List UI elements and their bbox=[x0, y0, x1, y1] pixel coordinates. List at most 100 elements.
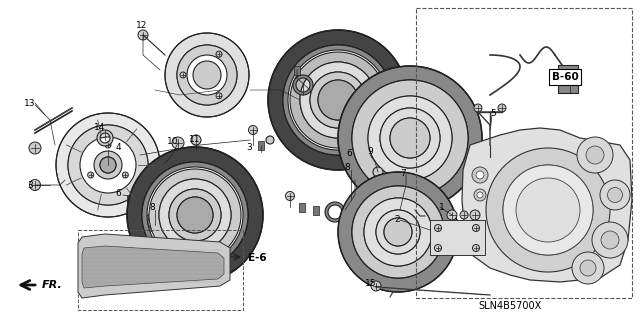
Text: 7: 7 bbox=[400, 168, 406, 177]
Bar bbox=[127, 195, 134, 205]
Circle shape bbox=[100, 157, 116, 173]
Circle shape bbox=[248, 125, 257, 135]
Circle shape bbox=[435, 225, 442, 232]
Text: 2: 2 bbox=[394, 216, 400, 225]
Circle shape bbox=[266, 136, 274, 144]
Circle shape bbox=[318, 80, 358, 120]
Circle shape bbox=[474, 104, 482, 112]
Text: E-6: E-6 bbox=[248, 253, 267, 263]
Bar bbox=[258, 140, 264, 150]
Wedge shape bbox=[283, 45, 393, 155]
Wedge shape bbox=[310, 72, 366, 128]
Circle shape bbox=[601, 231, 619, 249]
Circle shape bbox=[435, 244, 442, 251]
Wedge shape bbox=[503, 165, 593, 255]
Circle shape bbox=[477, 192, 483, 198]
Wedge shape bbox=[380, 108, 440, 168]
Wedge shape bbox=[364, 198, 432, 266]
Text: 13: 13 bbox=[24, 99, 36, 108]
Circle shape bbox=[472, 167, 488, 183]
Text: 8: 8 bbox=[149, 203, 155, 211]
Polygon shape bbox=[462, 128, 632, 282]
Circle shape bbox=[476, 171, 484, 179]
Bar bbox=[136, 205, 143, 215]
Text: 6: 6 bbox=[115, 189, 121, 198]
Circle shape bbox=[470, 210, 480, 220]
Circle shape bbox=[586, 146, 604, 164]
Circle shape bbox=[600, 180, 630, 210]
Circle shape bbox=[572, 252, 604, 284]
Circle shape bbox=[371, 281, 381, 291]
Circle shape bbox=[447, 210, 457, 220]
Wedge shape bbox=[177, 45, 237, 105]
Bar bbox=[430, 220, 485, 255]
Wedge shape bbox=[338, 66, 482, 210]
Wedge shape bbox=[149, 169, 241, 261]
Text: B-60: B-60 bbox=[552, 72, 579, 82]
Text: 8: 8 bbox=[344, 164, 350, 173]
Circle shape bbox=[29, 142, 41, 154]
Circle shape bbox=[105, 142, 111, 148]
Circle shape bbox=[29, 180, 40, 190]
Wedge shape bbox=[169, 189, 221, 241]
Text: 9: 9 bbox=[367, 147, 373, 157]
Text: 6: 6 bbox=[346, 149, 352, 158]
Circle shape bbox=[384, 218, 412, 246]
Wedge shape bbox=[94, 151, 122, 179]
Bar bbox=[299, 203, 305, 211]
Wedge shape bbox=[338, 172, 458, 292]
Wedge shape bbox=[349, 199, 371, 221]
Text: 5: 5 bbox=[490, 108, 496, 117]
Polygon shape bbox=[78, 234, 230, 298]
Wedge shape bbox=[145, 212, 165, 232]
Text: 12: 12 bbox=[136, 21, 148, 31]
Text: 14: 14 bbox=[94, 123, 106, 132]
Circle shape bbox=[592, 222, 628, 258]
Circle shape bbox=[177, 197, 213, 233]
Circle shape bbox=[88, 172, 93, 178]
Wedge shape bbox=[376, 210, 420, 254]
Circle shape bbox=[607, 188, 623, 203]
Text: FR.: FR. bbox=[42, 280, 63, 290]
Circle shape bbox=[285, 191, 294, 201]
Bar bbox=[313, 205, 319, 214]
Text: 11: 11 bbox=[189, 136, 201, 145]
Text: SLN4B5700X: SLN4B5700X bbox=[478, 301, 541, 311]
Circle shape bbox=[580, 260, 596, 276]
Wedge shape bbox=[300, 62, 376, 138]
Wedge shape bbox=[352, 186, 444, 278]
Bar bbox=[558, 65, 578, 93]
Circle shape bbox=[122, 172, 129, 178]
Circle shape bbox=[216, 51, 222, 57]
Circle shape bbox=[138, 30, 148, 40]
Circle shape bbox=[390, 118, 430, 158]
Wedge shape bbox=[486, 148, 610, 272]
Wedge shape bbox=[56, 113, 160, 217]
Polygon shape bbox=[82, 246, 224, 288]
Circle shape bbox=[472, 244, 479, 251]
Text: 10: 10 bbox=[167, 137, 179, 146]
Text: 15: 15 bbox=[365, 278, 377, 287]
Wedge shape bbox=[368, 96, 452, 180]
Circle shape bbox=[172, 137, 184, 149]
Wedge shape bbox=[293, 75, 313, 95]
Wedge shape bbox=[352, 80, 468, 196]
Wedge shape bbox=[268, 30, 408, 170]
Circle shape bbox=[460, 211, 468, 219]
Bar bbox=[294, 65, 300, 75]
Wedge shape bbox=[97, 130, 113, 146]
Circle shape bbox=[373, 167, 383, 177]
Circle shape bbox=[191, 135, 201, 145]
Circle shape bbox=[472, 225, 479, 232]
Circle shape bbox=[577, 137, 613, 173]
Bar bbox=[416, 8, 632, 298]
Wedge shape bbox=[68, 125, 148, 205]
Text: 3: 3 bbox=[27, 181, 33, 189]
Text: 3: 3 bbox=[246, 143, 252, 152]
Text: 1: 1 bbox=[439, 203, 445, 211]
Bar bbox=[78, 230, 243, 310]
Wedge shape bbox=[142, 162, 248, 268]
Text: 4: 4 bbox=[115, 144, 121, 152]
Circle shape bbox=[180, 72, 186, 78]
Circle shape bbox=[216, 93, 222, 99]
